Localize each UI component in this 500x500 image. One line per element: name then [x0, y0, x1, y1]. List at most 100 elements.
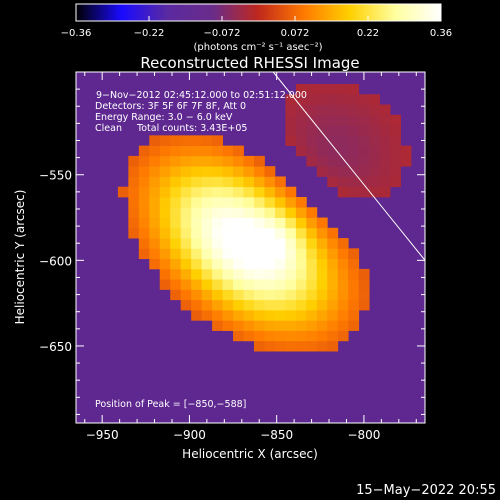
heatmap-cell — [180, 248, 192, 260]
heatmap-cell — [222, 196, 234, 208]
heatmap-cell — [149, 186, 161, 198]
colorbar-tick-label: 0.072 — [281, 28, 310, 39]
heatmap-cell — [233, 310, 244, 321]
heatmap-cell — [191, 258, 203, 270]
heatmap-cell — [295, 114, 307, 126]
heatmap-cell — [274, 248, 286, 260]
colorbar-units: (photons cm⁻² s⁻¹ asec⁻²) — [193, 42, 322, 53]
heatmap-cell — [149, 135, 161, 147]
heatmap-cell — [285, 340, 297, 352]
heatmap-cell — [233, 279, 244, 290]
heatmap-cell — [337, 258, 349, 270]
colorbar-tick-label: −0.36 — [61, 28, 92, 39]
heatmap-cell — [149, 217, 161, 229]
heatmap-cell — [337, 279, 349, 290]
heatmap-cell — [327, 227, 339, 239]
x-axis-ticks: −950 −900 −850 −800 — [84, 72, 417, 442]
heatmap-cell — [159, 279, 171, 290]
heatmap-cell — [243, 155, 255, 167]
heatmap-cell — [264, 258, 276, 270]
y-axis-ticks: −550 −600 −650 — [39, 71, 425, 415]
heatmap-cell — [138, 155, 150, 167]
heatmap-cell — [170, 238, 182, 249]
heatmap-cell — [348, 186, 360, 198]
heatmap-cell — [295, 238, 307, 249]
heatmap-cell — [274, 238, 286, 249]
heatmap-cell — [264, 248, 276, 260]
heatmap-cell — [306, 155, 318, 167]
heatmap-cell — [348, 320, 360, 331]
heatmap-cell — [264, 310, 276, 321]
heatmap-cell — [180, 145, 192, 157]
heatmap-cell — [222, 166, 234, 177]
heatmap-cell — [316, 94, 328, 105]
heatmap-cell — [369, 155, 381, 167]
heatmap-cell — [295, 83, 307, 95]
heatmap-cell — [138, 217, 150, 229]
heatmap-cell — [285, 94, 297, 105]
heatmap-cell — [233, 145, 244, 157]
x-tick-label: −900 — [173, 428, 206, 442]
heatmap-cell — [159, 207, 171, 218]
heatmap-cell — [233, 320, 244, 331]
heatmap-cell — [327, 145, 339, 157]
heatmap-cell — [316, 248, 328, 260]
heatmap-cell — [295, 135, 307, 147]
heatmap-cell — [337, 155, 349, 167]
heatmap-cell — [253, 330, 265, 342]
heatmap-cell — [295, 330, 307, 342]
heatmap-cell — [159, 248, 171, 260]
heatmap-cell — [306, 207, 318, 218]
heatmap-cell — [253, 258, 265, 270]
heatmap-cell — [212, 145, 223, 157]
heatmap-cell — [306, 268, 318, 280]
heatmap-cell — [222, 176, 234, 188]
heatmap-cell — [306, 238, 318, 249]
heatmap-cell — [316, 330, 328, 342]
heatmap-cell — [243, 299, 255, 311]
heatmap-cell — [274, 268, 286, 280]
heatmap-cell — [274, 289, 286, 301]
heatmap-cell — [191, 299, 203, 311]
heatmap-cell — [180, 289, 192, 301]
heatmap-cell — [233, 289, 244, 301]
heatmap-cell — [138, 207, 150, 218]
heatmap-cell — [253, 227, 265, 239]
heatmap-cell — [170, 289, 182, 301]
heatmap-cell — [159, 268, 171, 280]
heatmap-cell — [274, 186, 286, 198]
heatmap-cell — [201, 268, 213, 280]
heatmap-cell — [327, 176, 339, 188]
heatmap-cell — [295, 320, 307, 331]
heatmap-cell — [390, 166, 401, 177]
heatmap-cell — [264, 330, 276, 342]
heatmap-cell — [295, 289, 307, 301]
heatmap-cell — [180, 176, 192, 188]
heatmap-cell — [369, 135, 381, 147]
colorbar-tick-label: 0.22 — [357, 28, 379, 39]
heatmap-cell — [128, 217, 140, 229]
heatmap-cell — [390, 135, 401, 147]
heatmap-cell — [327, 248, 339, 260]
heatmap-cell — [358, 299, 370, 311]
heatmap-cell — [222, 207, 234, 218]
heatmap-cell — [295, 196, 307, 208]
heatmap-cell — [348, 299, 360, 311]
heatmap-cell — [337, 166, 349, 177]
heatmap-cell — [170, 207, 182, 218]
heatmap-cell — [348, 94, 360, 105]
heatmap-cell — [358, 279, 370, 290]
heatmap-cell — [191, 227, 203, 239]
heatmap-cell — [253, 176, 265, 188]
heatmap-cell — [327, 135, 339, 147]
heatmap-cell — [295, 145, 307, 157]
heatmap-cell — [390, 125, 401, 136]
heatmap-cell — [358, 155, 370, 167]
heatmap-cell — [159, 155, 171, 167]
heatmap-cell — [306, 248, 318, 260]
heatmap-cell — [379, 166, 391, 177]
heatmap-cell — [390, 155, 401, 167]
heatmap-cell — [306, 340, 318, 352]
heatmap-cell — [295, 268, 307, 280]
heatmap-cell — [327, 268, 339, 280]
